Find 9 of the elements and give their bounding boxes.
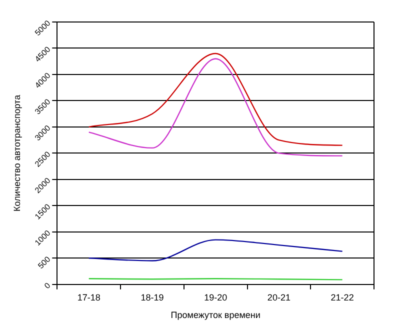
y-tick-label: 500 [36, 254, 53, 271]
x-tick-label: 19-20 [204, 292, 228, 302]
x-axis-title: Промежуток времени [170, 310, 260, 320]
x-tick-label: 17-18 [77, 292, 100, 302]
y-tick-label: 0 [42, 280, 53, 291]
x-tick-label: 20-21 [267, 292, 290, 302]
x-tick-label: 21-22 [330, 292, 354, 302]
x-tick-label: 18-19 [140, 292, 164, 302]
y-axis-title: Количество автотранспорта [12, 94, 22, 212]
